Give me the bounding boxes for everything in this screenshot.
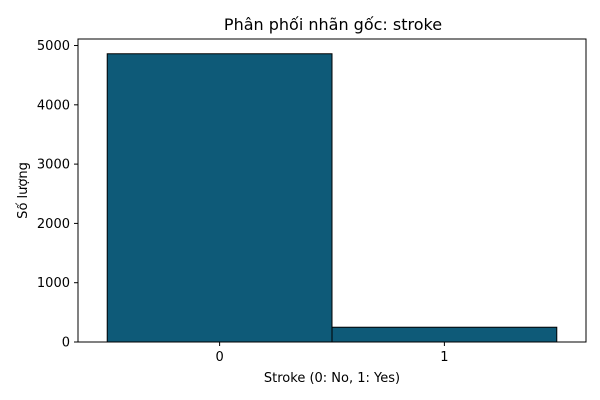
y-tick-label: 4000	[37, 98, 70, 113]
y-tick-label: 5000	[37, 39, 70, 54]
bars-group	[106, 53, 558, 343]
x-tick-label: 0	[215, 350, 223, 365]
y-tick-label: 3000	[37, 158, 70, 173]
y-tick-label: 1000	[37, 276, 70, 291]
chart-title: Phân phối nhãn gốc: stroke	[224, 15, 442, 34]
bar-0	[106, 53, 333, 343]
y-tick-label: 2000	[37, 217, 70, 232]
y-axis: 0 1000 2000 3000 4000 5000	[37, 39, 78, 351]
y-tick-label: 0	[62, 336, 70, 351]
x-axis-label: Stroke (0: No, 1: Yes)	[264, 371, 400, 386]
plot-frame	[77, 38, 587, 343]
bar-1	[331, 326, 558, 343]
y-axis-label: Số lượng	[16, 162, 31, 219]
x-tick-label: 1	[440, 350, 448, 365]
